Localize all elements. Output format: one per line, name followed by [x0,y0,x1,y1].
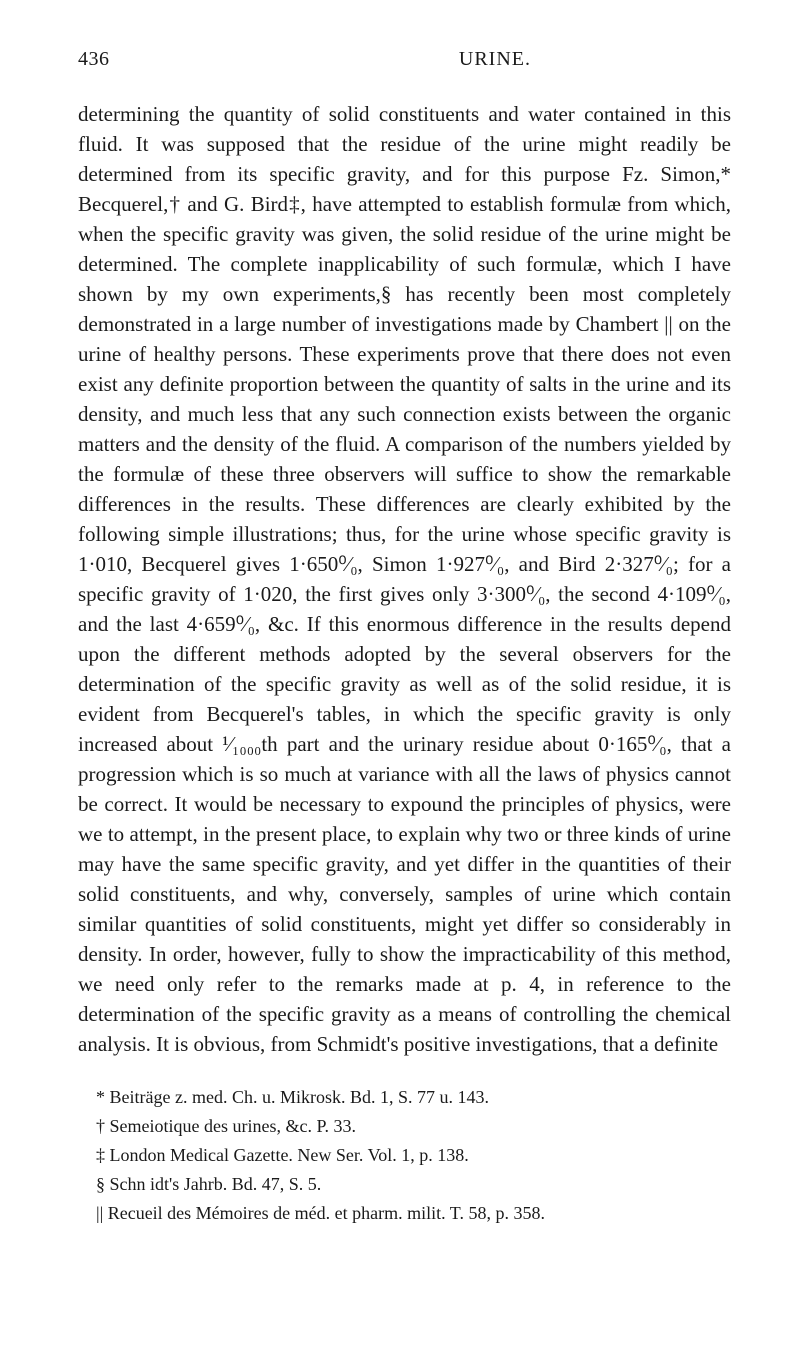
page-number: 436 [78,48,110,71]
footnotes-section: * Beiträge z. med. Ch. u. Mikrosk. Bd. 1… [78,1084,731,1227]
footnote-3: ‡ London Medical Gazette. New Ser. Vol. … [78,1142,731,1169]
footnote-1: * Beiträge z. med. Ch. u. Mikrosk. Bd. 1… [78,1084,731,1111]
footnote-5: || Recueil des Mémoires de méd. et pharm… [78,1200,731,1227]
header-title: URINE. [459,48,531,71]
page-header: 436 URINE. [78,48,731,71]
footnote-2: † Semeiotique des urines, &c. P. 33. [78,1113,731,1140]
body-text: determining the quantity of solid consti… [78,99,731,1060]
document-page: 436 URINE. determining the quantity of s… [0,0,801,1356]
footnote-4: § Schn idt's Jahrb. Bd. 47, S. 5. [78,1171,731,1198]
